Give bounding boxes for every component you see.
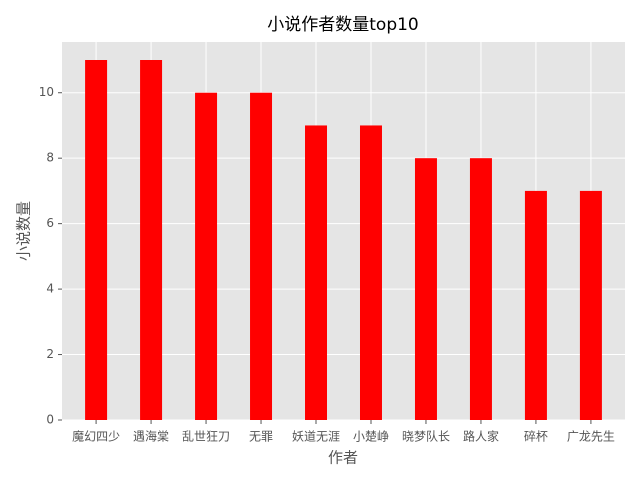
bar bbox=[579, 190, 602, 420]
bar bbox=[414, 158, 437, 420]
y-axis-label: 小说数量 bbox=[15, 201, 33, 261]
x-axis-label: 作者 bbox=[328, 449, 358, 467]
x-tick-label: 广龙先生 bbox=[567, 430, 615, 444]
y-tick-label: 10 bbox=[39, 85, 54, 99]
bar bbox=[524, 190, 547, 420]
x-tick-label: 妖道无涯 bbox=[292, 430, 340, 444]
y-tick-label: 6 bbox=[46, 216, 54, 230]
bar bbox=[469, 158, 492, 420]
bar bbox=[359, 125, 382, 421]
bar bbox=[140, 60, 163, 420]
y-tick-label: 0 bbox=[46, 413, 54, 427]
x-tick-label: 碎杯 bbox=[524, 429, 548, 444]
x-tick-label: 无罪 bbox=[249, 430, 273, 444]
bar bbox=[305, 125, 328, 421]
bar bbox=[195, 92, 218, 421]
bar bbox=[85, 60, 108, 420]
x-tick-label: 小楚峥 bbox=[353, 430, 389, 444]
x-tick-label: 乱世狂刀 bbox=[182, 430, 230, 444]
x-tick-label: 晓梦队长 bbox=[402, 429, 450, 444]
x-tick-label: 魔幻四少 bbox=[72, 429, 120, 444]
y-tick-label: 8 bbox=[46, 151, 54, 165]
chart-title: 小说作者数量top10 bbox=[267, 15, 419, 35]
x-tick-label: 路人家 bbox=[463, 429, 499, 444]
bar bbox=[250, 92, 273, 421]
y-tick-label: 2 bbox=[46, 347, 54, 361]
y-tick-label: 4 bbox=[46, 282, 54, 296]
x-tick-label: 遇海棠 bbox=[133, 429, 169, 444]
